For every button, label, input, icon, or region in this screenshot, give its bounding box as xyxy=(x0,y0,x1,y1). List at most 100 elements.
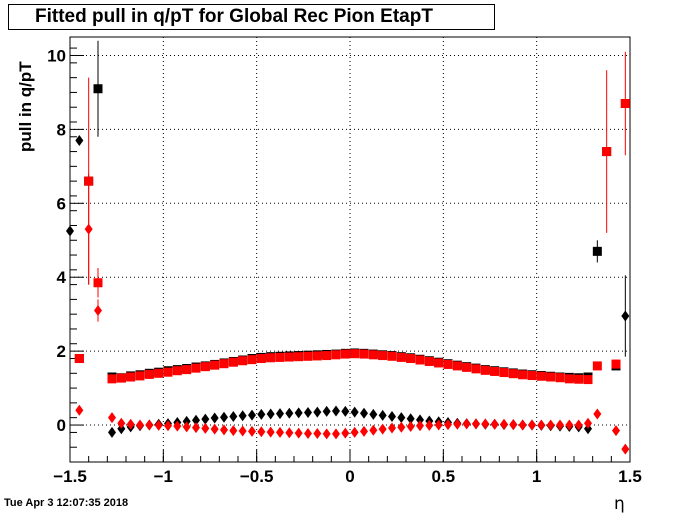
y-tick-label: 0 xyxy=(57,416,66,435)
data-point-square xyxy=(126,372,136,382)
y-tick-label: 2 xyxy=(57,342,66,361)
data-point-diamond xyxy=(266,408,275,420)
data-point-square xyxy=(93,84,103,94)
data-point-diamond xyxy=(416,414,424,426)
data-point-diamond xyxy=(201,422,210,434)
data-point-diamond xyxy=(257,408,266,420)
data-point-square xyxy=(322,351,332,361)
data-point-diamond xyxy=(332,428,340,440)
x-tick-label: −0.5 xyxy=(240,467,274,486)
series-2 xyxy=(66,134,630,438)
data-point-diamond xyxy=(584,423,592,435)
data-point-diamond xyxy=(406,421,415,433)
data-point-diamond xyxy=(238,410,247,422)
y-tick-label: 4 xyxy=(57,268,67,287)
data-point-diamond xyxy=(108,426,116,438)
data-point-diamond xyxy=(444,419,452,431)
data-point-diamond xyxy=(481,418,490,430)
x-tick-label: 1 xyxy=(532,467,541,486)
data-point-square xyxy=(555,373,565,383)
data-point-diamond xyxy=(621,443,630,455)
data-point-diamond xyxy=(341,405,350,417)
y-axis-label: pull in q/pT xyxy=(16,61,35,152)
data-point-diamond xyxy=(565,419,574,431)
data-point-diamond xyxy=(593,408,602,420)
data-point-diamond xyxy=(350,426,359,438)
data-point-square xyxy=(462,362,472,372)
data-point-square xyxy=(275,352,285,362)
data-point-square xyxy=(620,99,630,109)
x-tick-label: −1 xyxy=(154,467,173,486)
data-point-square xyxy=(536,371,546,381)
data-point-square xyxy=(93,278,103,288)
data-point-diamond xyxy=(75,134,84,146)
data-point-diamond xyxy=(322,405,331,417)
data-point-square xyxy=(182,365,192,375)
data-point-diamond xyxy=(94,304,102,316)
data-point-diamond xyxy=(266,426,275,438)
data-point-diamond xyxy=(612,425,620,437)
x-tick-label: 0.5 xyxy=(432,467,456,486)
data-point-diamond xyxy=(173,420,182,432)
data-point-square xyxy=(480,365,490,375)
data-point-diamond xyxy=(425,419,434,431)
data-point-diamond xyxy=(294,407,303,419)
data-marks xyxy=(66,40,630,455)
data-point-diamond xyxy=(621,310,630,322)
data-point-square xyxy=(163,367,173,377)
data-point-diamond xyxy=(369,408,378,420)
data-point-diamond xyxy=(117,423,126,435)
data-point-square xyxy=(247,355,257,365)
data-point-diamond xyxy=(397,421,406,433)
data-point-square xyxy=(350,349,360,359)
data-point-square xyxy=(135,371,145,381)
data-point-diamond xyxy=(182,421,191,433)
data-point-diamond xyxy=(136,419,144,431)
data-point-diamond xyxy=(378,409,387,421)
data-point-diamond xyxy=(416,420,424,432)
data-point-diamond xyxy=(164,420,172,432)
data-point-diamond xyxy=(276,426,284,438)
data-point-diamond xyxy=(462,418,471,430)
data-point-square xyxy=(471,364,481,374)
data-point-square xyxy=(172,366,182,376)
data-point-square xyxy=(424,356,434,366)
data-point-diamond xyxy=(360,407,368,419)
data-point-diamond xyxy=(574,419,583,431)
data-point-square xyxy=(368,350,378,360)
data-point-diamond xyxy=(248,409,256,421)
data-point-diamond xyxy=(537,419,546,431)
data-point-square xyxy=(74,354,84,364)
data-point-square xyxy=(527,371,537,381)
data-point-diamond xyxy=(434,419,443,431)
data-point-diamond xyxy=(285,427,294,439)
data-point-diamond xyxy=(528,419,536,431)
y-tick-label: 6 xyxy=(57,194,66,213)
data-point-square xyxy=(219,359,229,369)
data-point-diamond xyxy=(490,418,499,430)
data-point-diamond xyxy=(285,407,294,419)
data-point-diamond xyxy=(145,419,154,431)
data-point-square xyxy=(508,369,518,379)
data-point-diamond xyxy=(304,428,312,440)
x-tick-label: −1.5 xyxy=(53,467,87,486)
data-point-square xyxy=(256,354,266,364)
data-point-square xyxy=(490,366,500,376)
data-point-diamond xyxy=(192,422,200,434)
data-point-diamond xyxy=(546,419,555,431)
data-point-diamond xyxy=(313,406,322,418)
data-point-diamond xyxy=(500,418,508,430)
data-point-diamond xyxy=(360,425,368,437)
data-point-square xyxy=(266,353,276,363)
data-point-diamond xyxy=(509,419,518,431)
axes: −1.5 −1 −0.5 0 0.5 1 1.5 0 2 4 6 8 10 xyxy=(47,36,642,486)
data-point-diamond xyxy=(201,413,210,425)
data-point-diamond xyxy=(126,418,135,430)
data-point-diamond xyxy=(584,417,592,429)
data-point-square xyxy=(154,368,164,378)
data-point-square xyxy=(592,246,602,256)
x-tick-label: 1.5 xyxy=(618,467,642,486)
y-tick-label: 8 xyxy=(57,120,66,139)
data-point-diamond xyxy=(66,225,74,237)
